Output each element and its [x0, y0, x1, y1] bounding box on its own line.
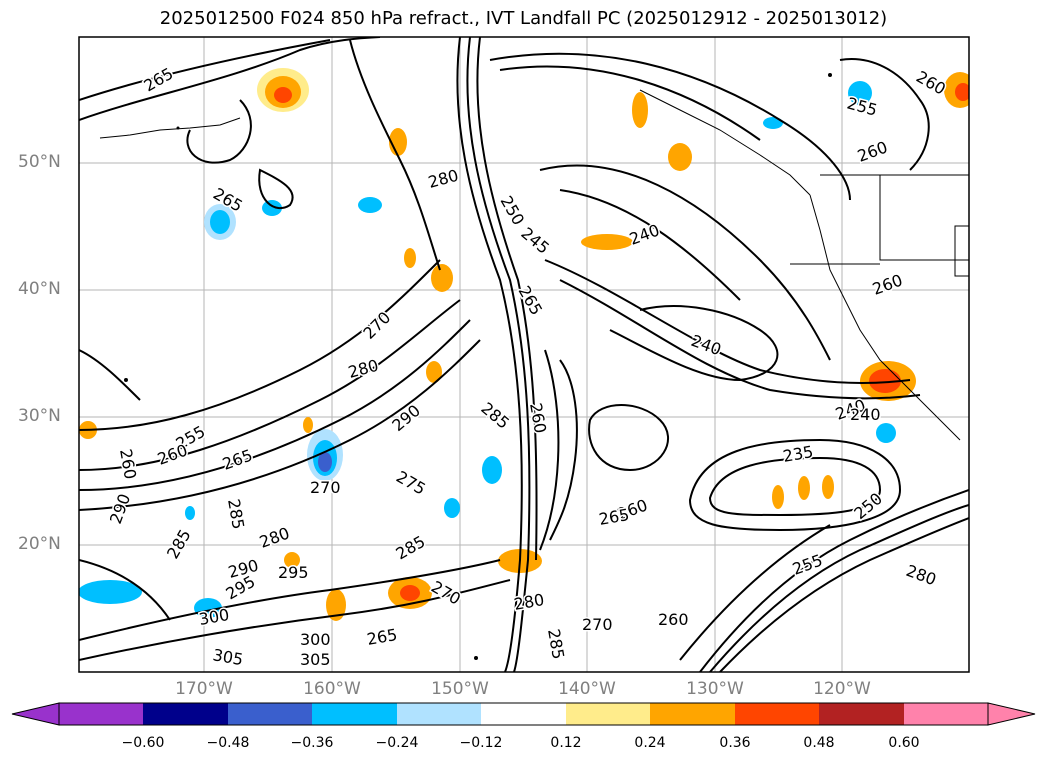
lon-label-130w: 130°W: [686, 679, 744, 699]
colorbar-frame: [58, 702, 989, 726]
colorbar-max-extend: [987, 702, 1036, 726]
lat-label-20n: 20°N: [18, 534, 61, 554]
contour-label: 305: [300, 650, 331, 669]
map-frame: [78, 36, 970, 673]
colorbar-tick: 0.48: [803, 735, 835, 751]
contour-label: 270: [310, 478, 341, 497]
lat-label-50n: 50°N: [18, 152, 61, 172]
map-panel: [79, 37, 969, 672]
contour-label: 240: [850, 405, 881, 424]
islands: [124, 73, 832, 660]
colorbar-cell: [650, 703, 735, 725]
contour-label: 260: [116, 447, 140, 480]
colorbar-tick: −0.60: [121, 735, 165, 751]
colorbar-tick: −0.36: [290, 735, 334, 751]
contour-label: 270: [582, 615, 613, 634]
colorbar-cell: [59, 703, 143, 725]
colorbar-cell: [397, 703, 481, 725]
colorbar-cell: [143, 703, 228, 725]
colorbar-cell: [481, 703, 566, 725]
lat-label-30n: 30°N: [18, 406, 61, 426]
graticule: [79, 37, 969, 672]
contour-lines: [79, 37, 969, 672]
contour-label: 295: [278, 563, 309, 582]
lon-label-170w: 170°W: [175, 679, 233, 699]
colorbar-min-extend: [11, 702, 60, 726]
colorbar-tick: −0.12: [459, 735, 503, 751]
colorbar-tick: 0.24: [634, 735, 666, 751]
lon-label-160w: 160°W: [303, 679, 361, 699]
colorbar-cell: [312, 703, 397, 725]
colorbar-cell: [819, 703, 904, 725]
colorbar-cell: [735, 703, 819, 725]
colorbar-tick: 0.12: [550, 735, 582, 751]
colorbar-cell: [566, 703, 650, 725]
colorbar: [11, 702, 1036, 726]
contour-label: 305: [211, 645, 244, 669]
colorbar-tick: −0.24: [375, 735, 419, 751]
coastlines: [99, 89, 969, 441]
colorbar-tick: −0.48: [206, 735, 250, 751]
lat-label-40n: 40°N: [18, 279, 61, 299]
lon-label-120w: 120°W: [813, 679, 871, 699]
colorbar-cell: [904, 703, 988, 725]
colorbar-cell: [228, 703, 312, 725]
contour-label: 260: [658, 610, 689, 629]
lon-label-150w: 150°W: [431, 679, 489, 699]
colorbar-tick: 0.36: [719, 735, 751, 751]
colorbar-tick: 0.60: [888, 735, 920, 751]
map-title: 2025012500 F024 850 hPa refract., IVT La…: [159, 8, 888, 29]
lon-label-140w: 140°W: [558, 679, 616, 699]
contour-label: 300: [300, 630, 331, 649]
